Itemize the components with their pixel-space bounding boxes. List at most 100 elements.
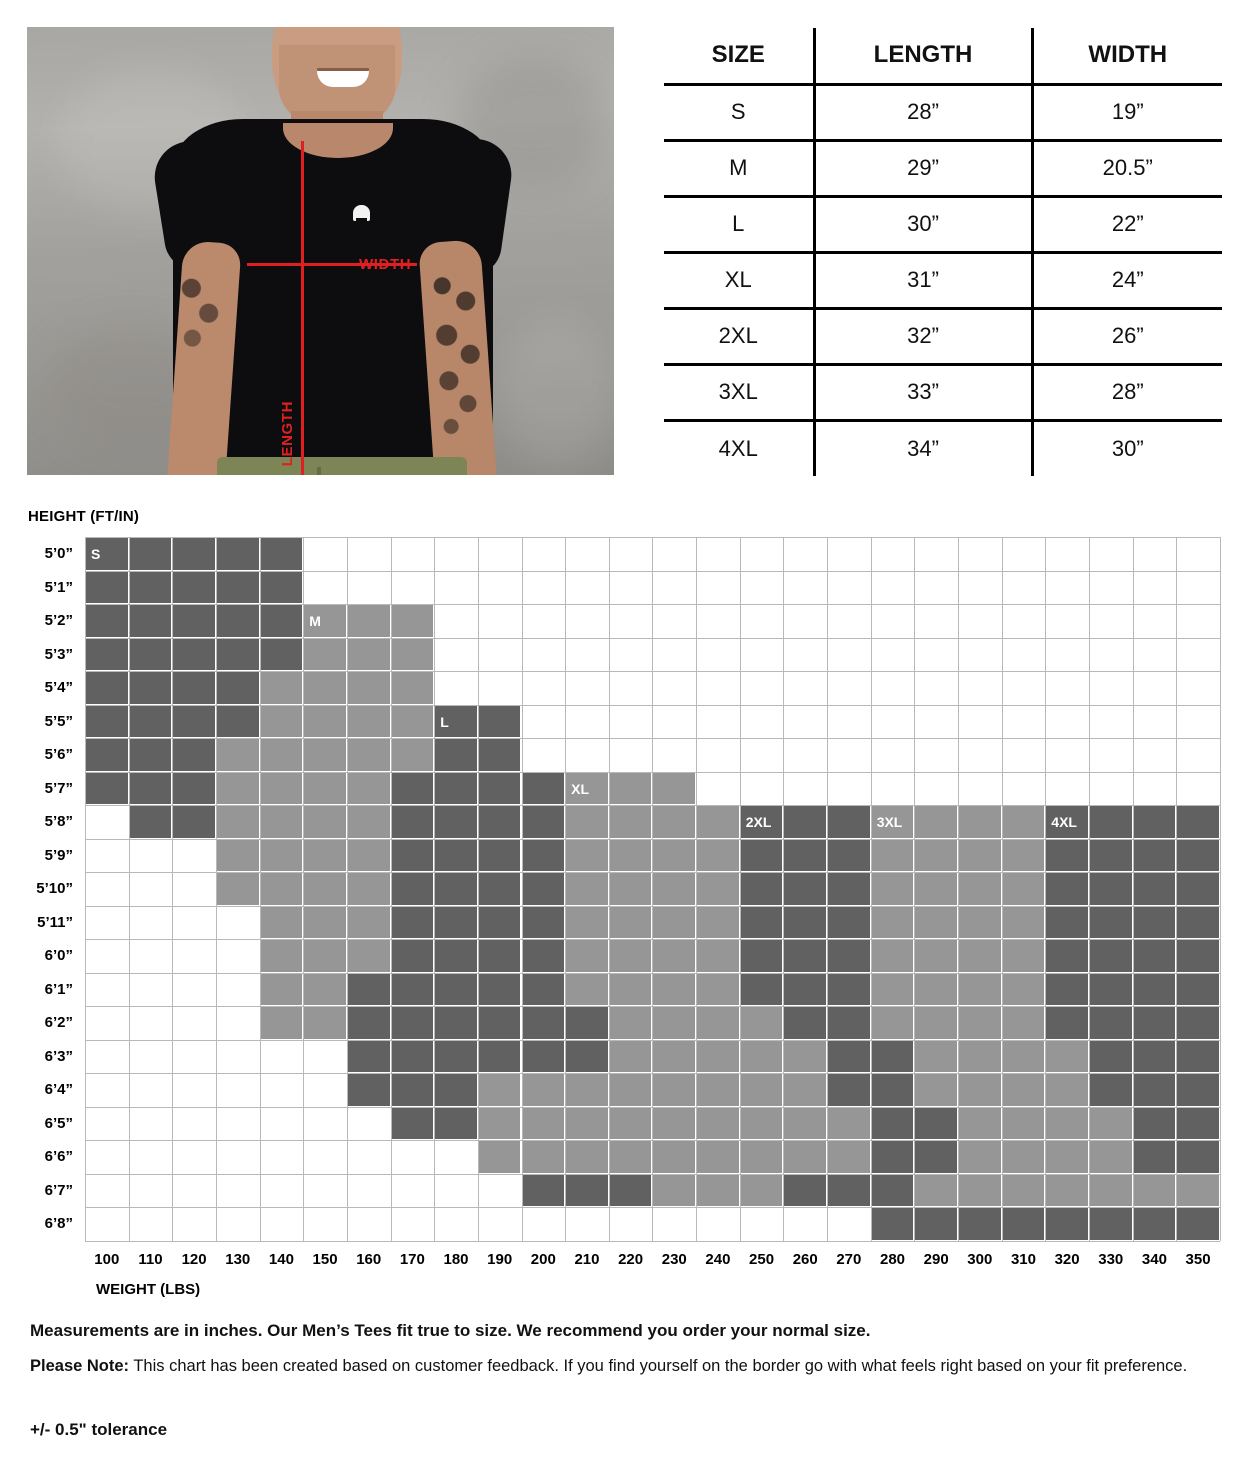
heatmap-cell: [1089, 1141, 1132, 1173]
heatmap-cell: [1177, 1040, 1219, 1072]
heatmap-cell: [347, 839, 390, 871]
grid-line-vertical: [827, 537, 829, 1241]
heatmap-cell: [391, 1107, 434, 1139]
heatmap-cell: [1089, 1107, 1132, 1139]
heatmap-cell: [1133, 1141, 1176, 1173]
heatmap-cell: [1046, 1107, 1088, 1139]
heatmap-cell: [1002, 906, 1045, 938]
heatmap-cell: [1089, 1208, 1132, 1240]
heatmap-cell: [740, 873, 783, 905]
weight-tick-label: 130: [225, 1250, 251, 1268]
heatmap-cell: [1177, 1074, 1219, 1106]
heatmap-cell: [828, 1040, 870, 1072]
weight-tick-label: 100: [94, 1250, 120, 1268]
grid-line-vertical: [696, 537, 698, 1241]
heatmap-cell: [304, 772, 346, 804]
heatmap-cell: [260, 772, 303, 804]
heatmap-cell: [609, 772, 652, 804]
heatmap-cell: [740, 1174, 783, 1206]
heatmap-cell: [522, 973, 565, 1005]
heatmap-cell: [959, 906, 1001, 938]
heatmap-cell: [304, 605, 346, 637]
cell-width: 24”: [1111, 267, 1144, 292]
weight-tick-label: 350: [1185, 1250, 1211, 1268]
heatmap-cell: [653, 1107, 696, 1139]
heatmap-cell: [1002, 973, 1045, 1005]
heatmap-cell: [653, 839, 696, 871]
heatmap-cell: [304, 1007, 346, 1039]
heatmap-cell: [478, 940, 521, 972]
heatmap-cell: [1046, 806, 1088, 838]
table-row: L 30” 22”: [664, 196, 1222, 252]
heatmap-cell: [566, 1007, 608, 1039]
heatmap-cell: [129, 772, 172, 804]
grid-line-vertical: [1045, 537, 1047, 1241]
heatmap-cell: [260, 973, 303, 1005]
heatmap-cell: [871, 1174, 914, 1206]
cell-size: XL: [664, 252, 816, 308]
heatmap-cell: [216, 538, 259, 570]
heatmap-cell: [1177, 906, 1219, 938]
heatmap-cell: [915, 806, 957, 838]
heatmap-cell: [609, 1141, 652, 1173]
heatmap-cell: [435, 839, 477, 871]
heatmap-cell: [609, 1074, 652, 1106]
column-header-size: SIZE: [664, 28, 816, 86]
heatmap-cell: [260, 538, 303, 570]
weight-tick-label: 220: [618, 1250, 644, 1268]
weight-tick-label: 150: [312, 1250, 338, 1268]
table-row: 4XL 34” 30”: [664, 420, 1222, 476]
heatmap-cell: [478, 739, 521, 771]
heatmap-cell: [347, 605, 390, 637]
heatmap-cell: [391, 672, 434, 704]
heatmap-cell: [347, 806, 390, 838]
height-tick-label: 5’5”: [44, 712, 73, 730]
cell-length: 33”: [814, 364, 1034, 420]
heatmap-cell: [478, 1141, 521, 1173]
heatmap-cell: [260, 705, 303, 737]
heatmap-cell: [216, 739, 259, 771]
heatmap-cell: [435, 1040, 477, 1072]
cell-length: 29”: [814, 140, 1034, 196]
weight-tick-label: 170: [399, 1250, 425, 1268]
heatmap-cell: [959, 973, 1001, 1005]
heatmap-cell: [347, 638, 390, 670]
heatmap-cell: [959, 1208, 1001, 1240]
heatmap-cell: [260, 806, 303, 838]
size-marker-s: S: [91, 546, 101, 562]
heatmap-cell: [740, 1074, 783, 1106]
grid-line-vertical: [783, 537, 785, 1241]
weight-tick-label: 180: [443, 1250, 469, 1268]
heatmap-cell: [784, 873, 827, 905]
heatmap-cell: [871, 940, 914, 972]
length-guide-line: [301, 141, 304, 475]
heatmap-cell: [478, 1107, 521, 1139]
heatmap-cell: [871, 806, 914, 838]
footnote-label: Please Note:: [30, 1357, 130, 1375]
height-tick-label: 5’9”: [44, 846, 73, 864]
heatmap-cell: [740, 940, 783, 972]
heatmap-cell: [347, 772, 390, 804]
heatmap-cell: [1046, 1007, 1088, 1039]
heatmap-cell: [478, 1040, 521, 1072]
heatmap-cell: [173, 806, 215, 838]
heatmap-cell: [609, 1107, 652, 1139]
weight-tick-label: 320: [1054, 1250, 1080, 1268]
heatmap-cell: [522, 806, 565, 838]
size-marker-xl: XL: [571, 780, 590, 797]
heatmap-cell: [391, 739, 434, 771]
heatmap-cell: [1002, 1007, 1045, 1039]
heatmap-cell: [304, 940, 346, 972]
heatmap-cell: [959, 940, 1001, 972]
cell-length: 30”: [814, 196, 1034, 252]
heatmap-cell: [959, 1074, 1001, 1106]
height-tick-label: 5’0”: [44, 545, 73, 562]
grid-line-vertical: [565, 537, 567, 1241]
heatmap-cell: [391, 906, 434, 938]
heatmap-cell: [522, 1174, 565, 1206]
cell-size: 3XL: [664, 364, 816, 420]
column-header-length: LENGTH: [814, 28, 1034, 86]
heatmap-cell: [216, 638, 259, 670]
heatmap-cell: [347, 1007, 390, 1039]
heatmap-cell: [1002, 1040, 1045, 1072]
